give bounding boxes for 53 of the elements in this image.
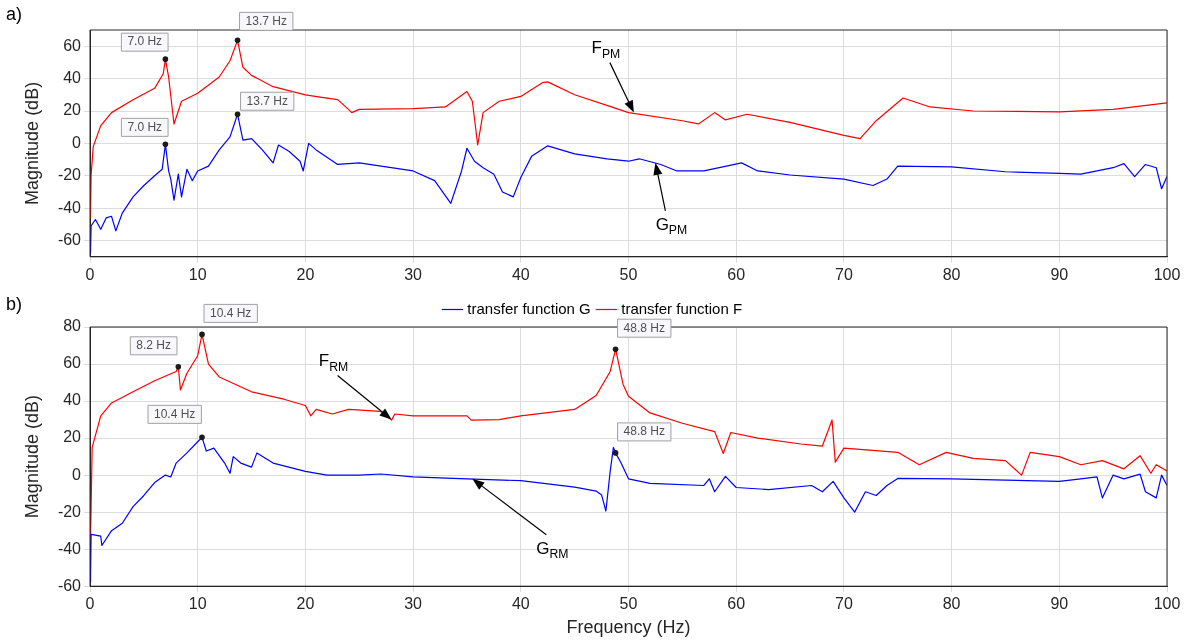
x-tick-label: 50 [619, 265, 638, 283]
x-tick-label: 20 [296, 595, 315, 613]
y-tick-label: 60 [63, 354, 82, 372]
y-tick-label: 0 [72, 465, 82, 483]
chart-title: a) [6, 3, 23, 24]
x-tick-label: 30 [404, 595, 423, 613]
x-tick-label: 70 [835, 595, 853, 613]
annotation: 10.4 Hz [210, 305, 252, 320]
legend-label: transfer function F [621, 299, 743, 317]
x-tick-label: 50 [619, 595, 638, 613]
legend-label: transfer function G [467, 299, 591, 317]
y-tick-label: 20 [63, 101, 82, 119]
x-tick-label: 40 [511, 265, 530, 283]
x-axis-title: Frequency (Hz) [566, 617, 691, 638]
x-tick-label: 10 [188, 595, 207, 613]
y-tick-label: -60 [57, 576, 82, 594]
x-tick-label: 100 [1153, 265, 1181, 283]
annotation: 48.8 Hz [623, 424, 665, 439]
y-tick-label: 20 [63, 428, 82, 446]
y-tick-label: 0 [72, 133, 82, 151]
y-tick-label: -20 [57, 166, 82, 184]
y-tick-label: 40 [63, 69, 82, 87]
y-tick-label: -20 [57, 502, 82, 520]
x-tick-label: 100 [1153, 595, 1181, 613]
x-tick-label: 90 [1050, 265, 1069, 283]
y-tick-label: 80 [63, 317, 82, 335]
x-tick-label: 80 [942, 595, 961, 613]
y-tick-label: -60 [57, 231, 82, 249]
x-tick-label: 80 [942, 265, 961, 283]
annotation: 13.7 Hz [245, 13, 287, 28]
y-tick-label: -40 [57, 539, 82, 557]
x-tick-label: 40 [511, 595, 530, 613]
x-tick-label: 0 [85, 595, 95, 613]
chart-title: b) [6, 293, 23, 314]
annotation: 7.0 Hz [127, 119, 163, 134]
annotation: 13.7 Hz [246, 93, 288, 108]
y-tick-label: 60 [63, 36, 82, 54]
x-tick-label: 20 [296, 265, 315, 283]
x-tick-label: 60 [727, 265, 746, 283]
annotation: 10.4 Hz [154, 406, 196, 421]
x-tick-label: 30 [404, 265, 423, 283]
annotation: 7.0 Hz [127, 34, 163, 49]
annotation: 48.8 Hz [623, 320, 665, 335]
x-tick-label: 70 [835, 265, 853, 283]
y-tick-label: 40 [63, 391, 82, 409]
x-tick-label: 10 [188, 265, 207, 283]
x-tick-label: 90 [1050, 595, 1069, 613]
x-tick-label: 0 [85, 265, 95, 283]
y-axis-title: Magnitude (dB) [21, 81, 42, 205]
y-tick-label: -40 [57, 198, 82, 216]
x-tick-label: 60 [727, 595, 746, 613]
annotation: 8.2 Hz [136, 338, 171, 353]
y-axis-title: Magnitude (dB) [21, 395, 42, 519]
